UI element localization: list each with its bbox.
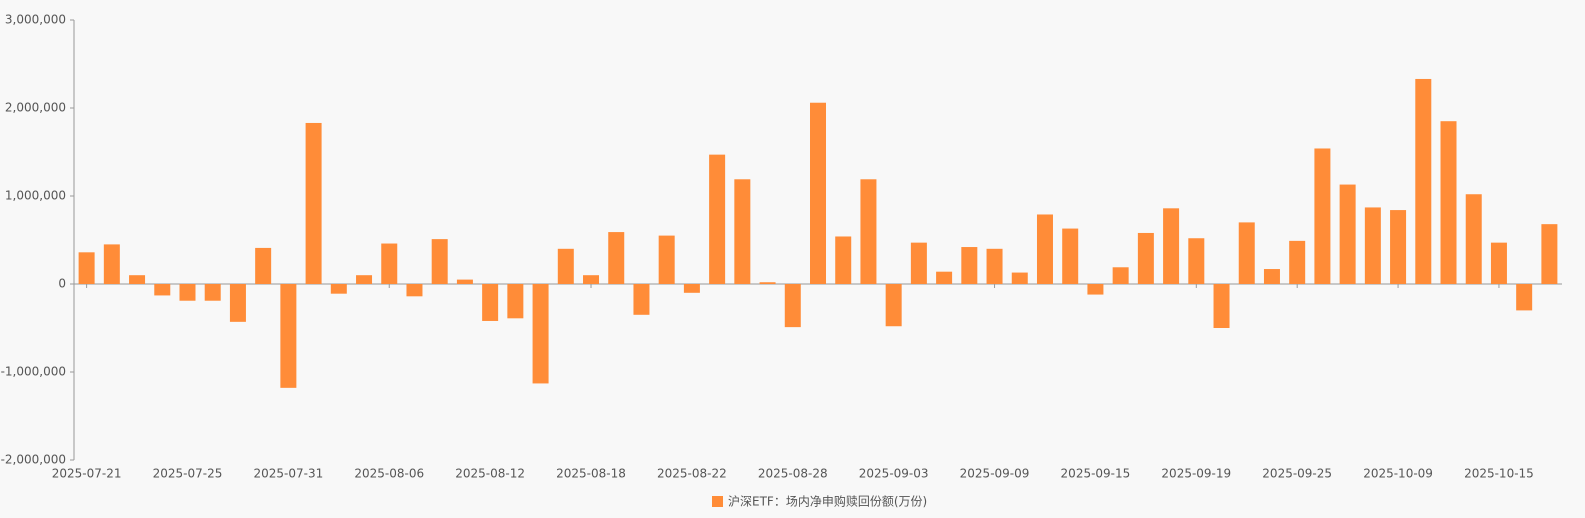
bar <box>1390 210 1407 284</box>
bar <box>1541 224 1558 284</box>
bar <box>255 247 272 284</box>
bar <box>1465 194 1482 284</box>
bar <box>381 243 398 284</box>
bar <box>759 282 776 284</box>
bar <box>1490 242 1507 284</box>
bar <box>330 284 347 294</box>
bar <box>835 236 852 284</box>
bar <box>129 275 146 284</box>
bar <box>557 248 574 284</box>
bar <box>179 284 196 301</box>
x-tick-label: 2025-09-25 <box>1262 467 1332 481</box>
bar <box>532 284 549 384</box>
x-tick-label: 2025-08-12 <box>455 467 525 481</box>
x-tick-label: 2025-07-21 <box>52 467 122 481</box>
legend-swatch <box>712 496 723 507</box>
bar <box>608 232 625 284</box>
bar <box>154 284 171 296</box>
y-tick-label: 1,000,000 <box>5 189 66 203</box>
bar <box>1163 208 1180 284</box>
bar <box>1213 284 1230 328</box>
bar <box>406 284 423 297</box>
bar <box>103 244 120 284</box>
bar <box>456 279 473 284</box>
bar <box>683 284 700 293</box>
bar <box>1516 284 1533 311</box>
bar <box>356 275 373 284</box>
bar <box>1011 272 1028 284</box>
bar <box>1415 78 1432 285</box>
bar <box>204 284 221 301</box>
x-tick-label: 2025-09-03 <box>859 467 929 481</box>
bar <box>936 271 953 284</box>
bar <box>910 242 927 284</box>
bar <box>1062 228 1079 284</box>
bar <box>1263 269 1280 284</box>
bar <box>280 284 297 388</box>
bar <box>1364 207 1381 284</box>
bar <box>431 239 448 284</box>
x-tick-label: 2025-08-18 <box>556 467 626 481</box>
bar <box>810 102 826 284</box>
bar <box>78 252 95 284</box>
x-tick-label: 2025-10-15 <box>1464 467 1534 481</box>
bar <box>986 248 1003 284</box>
bar <box>305 122 322 285</box>
bar <box>658 235 675 284</box>
x-tick-label: 2025-07-31 <box>253 467 323 481</box>
bar <box>1440 121 1457 284</box>
bar <box>583 275 600 284</box>
bar <box>229 284 246 322</box>
y-tick-label: 3,000,000 <box>5 13 66 27</box>
x-tick-label: 2025-09-15 <box>1061 467 1131 481</box>
bar <box>1137 232 1154 284</box>
x-tick-label: 2025-07-25 <box>153 467 223 481</box>
legend-label: 沪深ETF：场内净申购赎回份额(万份) <box>728 494 927 509</box>
bar <box>961 247 978 284</box>
x-tick-label: 2025-08-22 <box>657 467 727 481</box>
bar <box>1314 148 1331 284</box>
bar <box>709 154 726 284</box>
x-tick-label: 2025-09-09 <box>960 467 1030 481</box>
bar <box>784 284 801 328</box>
bar <box>1238 222 1255 284</box>
x-tick-label: 2025-10-09 <box>1363 467 1433 481</box>
bar <box>885 284 902 327</box>
y-tick-label: -2,000,000 <box>1 453 66 467</box>
x-tick-label: 2025-08-28 <box>758 467 828 481</box>
bar <box>860 179 877 284</box>
y-tick-label: 2,000,000 <box>5 101 66 115</box>
bar <box>1339 184 1356 284</box>
bar <box>1036 214 1053 284</box>
y-tick-label: -1,000,000 <box>1 365 66 379</box>
bar <box>633 284 650 315</box>
bar <box>1289 240 1306 284</box>
bar <box>734 179 751 284</box>
bar <box>507 284 524 319</box>
bar <box>1112 267 1129 284</box>
bar <box>482 284 499 321</box>
x-tick-label: 2025-08-06 <box>354 467 424 481</box>
bar <box>1087 284 1104 295</box>
x-tick-label: 2025-09-19 <box>1161 467 1231 481</box>
y-tick-label: 0 <box>58 277 66 291</box>
bar <box>1188 238 1205 284</box>
